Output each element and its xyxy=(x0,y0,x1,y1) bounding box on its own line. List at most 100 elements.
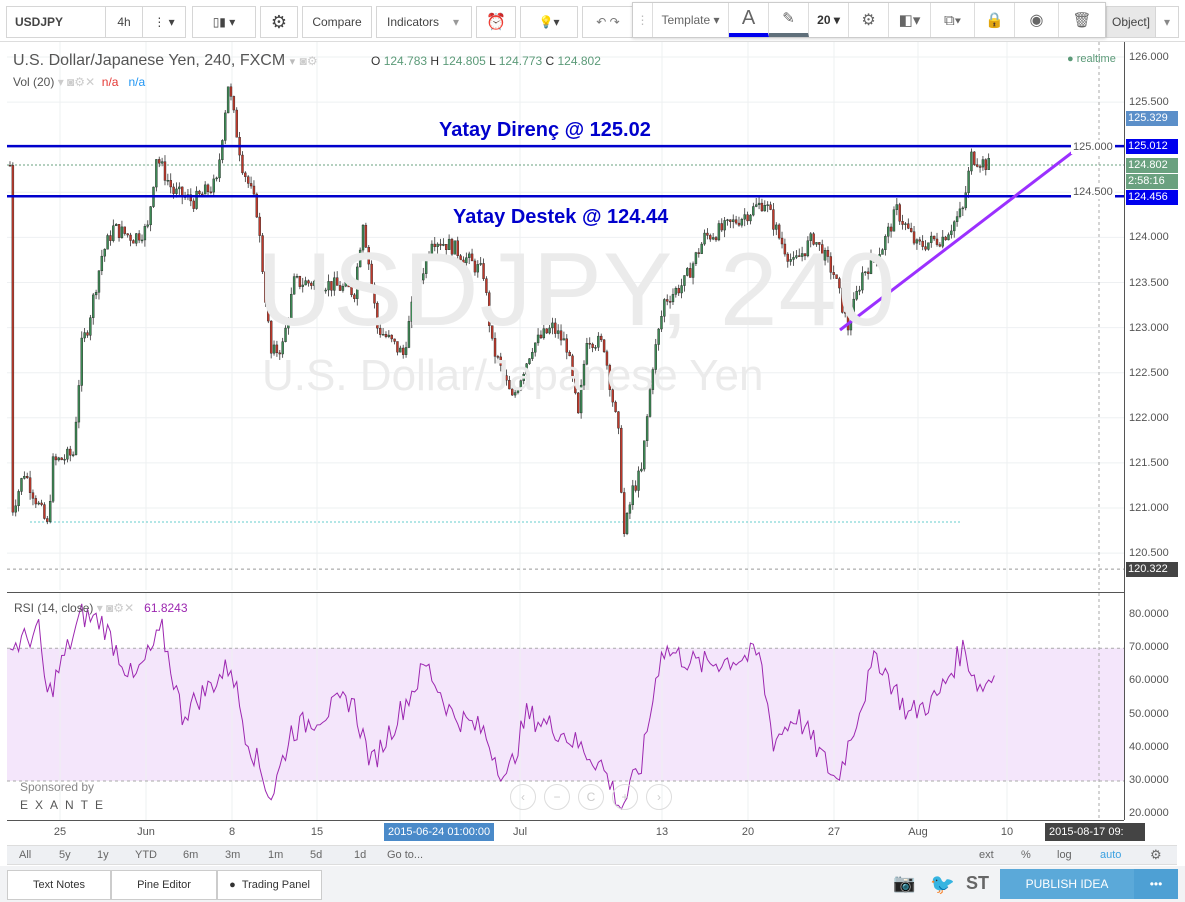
scale-percent[interactable]: % xyxy=(1021,849,1031,861)
range-goto[interactable]: Go to... xyxy=(387,849,424,861)
publish-idea-button[interactable]: PUBLISH IDEA xyxy=(1000,869,1134,899)
candle-body xyxy=(930,235,933,243)
border-button[interactable]: ⧉▾ xyxy=(931,3,975,37)
trading-panel-tab[interactable]: ● Trading Panel xyxy=(217,870,322,900)
candle-body xyxy=(516,389,520,393)
template-button[interactable]: Template ▾ xyxy=(653,3,729,37)
candle-body xyxy=(379,327,382,335)
background-button[interactable]: ◧▾ xyxy=(889,3,931,37)
candle-body xyxy=(442,244,445,246)
candle-body xyxy=(17,491,20,507)
interval-button[interactable]: 4h xyxy=(105,6,143,38)
candle-body xyxy=(548,327,551,334)
alert-button[interactable]: ⏰ xyxy=(476,6,516,38)
candle-body xyxy=(645,416,649,441)
scale-ext[interactable]: ext xyxy=(979,849,994,861)
range-1y[interactable]: 1y xyxy=(97,849,109,861)
candle-body xyxy=(525,363,528,375)
lock-button[interactable]: 🔒 xyxy=(975,3,1015,37)
range-5d[interactable]: 5d xyxy=(310,849,323,861)
range-6m[interactable]: 6m xyxy=(183,849,199,861)
chevron-down-icon[interactable]: ▾ xyxy=(289,56,296,68)
candle-body xyxy=(769,204,772,210)
rsi-tick-label: 60.0000 xyxy=(1129,674,1169,687)
interval-dropdown[interactable]: ⋮ ▾ xyxy=(142,6,186,38)
object-tree-dropdown[interactable]: ▾ xyxy=(1155,6,1179,38)
text-notes-tab[interactable]: Text Notes xyxy=(7,870,111,900)
range-all[interactable]: All xyxy=(19,849,32,861)
price-pane[interactable]: USDJPY, 240 U.S. Dollar/Japanese Yen U.S… xyxy=(7,42,1124,590)
line-color-button[interactable]: ✎ xyxy=(769,3,809,37)
candle-body xyxy=(777,224,781,239)
rsi-pane[interactable]: RSI (14, close) ▾ ◙⚙✕ 61.8243 Sponsored … xyxy=(7,592,1124,820)
text-color-button[interactable]: A xyxy=(729,3,769,37)
scroll-left-icon[interactable]: ‹ xyxy=(510,784,536,810)
gear-icon[interactable]: ⚙ xyxy=(1150,847,1162,862)
candle-body xyxy=(594,347,597,349)
range-1m[interactable]: 1m xyxy=(268,849,284,861)
drawing-settings-button[interactable]: ⚙ xyxy=(849,3,889,37)
time-axis[interactable]: 25 Jun 8 15 Jul 13 20 27 Aug 10 2015-06-24 01:00:0… xyxy=(7,820,1145,845)
candle-body xyxy=(344,281,347,287)
rsi-tick-label: 70.0000 xyxy=(1129,641,1169,654)
undo-icon[interactable]: ↶ xyxy=(596,15,607,29)
support-label[interactable]: Yatay Destek @ 124.44 xyxy=(453,206,669,228)
price-axis[interactable]: 125.329 125.012 124.802 2:58:16 124.456 120.3… xyxy=(1071,42,1185,820)
zoom-in-icon[interactable]: + xyxy=(612,784,638,810)
candle-body xyxy=(40,502,43,505)
candle-body xyxy=(166,180,170,182)
candle-body xyxy=(551,322,554,329)
candle-body xyxy=(694,252,698,264)
rsi-chart[interactable] xyxy=(7,593,1124,820)
undo-redo[interactable]: ↶ ↷ xyxy=(582,6,634,38)
candle-body xyxy=(602,339,606,352)
legend-settings-icons[interactable]: ◙⚙ xyxy=(299,54,318,68)
candle-body xyxy=(941,236,944,247)
symbol-input[interactable]: USDJPY xyxy=(6,6,106,38)
candle-body xyxy=(20,478,23,492)
range-3m[interactable]: 3m xyxy=(225,849,241,861)
settings-button[interactable]: ⚙ xyxy=(260,6,298,38)
reset-icon[interactable]: C xyxy=(578,784,604,810)
delete-button[interactable]: 🗑 xyxy=(1059,3,1105,37)
camera-icon[interactable]: 📷 xyxy=(893,873,916,893)
time-label: 15 xyxy=(310,826,324,838)
candle-body xyxy=(944,236,947,241)
more-options-button[interactable]: ••• xyxy=(1134,869,1178,899)
scale-log[interactable]: log xyxy=(1057,849,1072,861)
candle-body xyxy=(559,330,563,341)
candle-body xyxy=(838,278,841,289)
candle-body xyxy=(462,259,465,264)
candle-body xyxy=(370,263,373,286)
ideas-button[interactable]: 💡▾ xyxy=(520,6,578,38)
redo-icon[interactable]: ↷ xyxy=(609,15,620,29)
price-chart[interactable] xyxy=(7,42,1124,590)
exante-logo[interactable]: EXANTE xyxy=(20,798,111,812)
scroll-right-icon[interactable]: › xyxy=(646,784,672,810)
chart-style-button[interactable]: ▯▮ ▾ xyxy=(192,6,256,38)
candle-body xyxy=(858,289,861,292)
object-tree-button[interactable]: Object] xyxy=(1106,6,1156,38)
scale-auto[interactable]: auto xyxy=(1100,849,1122,861)
pine-editor-tab[interactable]: Pine Editor xyxy=(111,870,217,900)
candle-body xyxy=(244,172,247,177)
zoom-out-icon[interactable]: − xyxy=(544,784,570,810)
candle-body xyxy=(967,170,970,194)
font-size-select[interactable]: 20 ▾ xyxy=(809,3,849,37)
range-1d[interactable]: 1d xyxy=(354,849,367,861)
stocktwits-button[interactable]: ST xyxy=(966,873,990,893)
drag-handle[interactable]: ⋮ xyxy=(633,3,653,37)
candle-body xyxy=(556,330,560,334)
range-ytd[interactable]: YTD xyxy=(135,849,157,861)
candle-body xyxy=(536,334,540,344)
candle-body xyxy=(958,208,962,217)
visibility-button[interactable]: ◉ xyxy=(1015,3,1059,37)
candle-body xyxy=(290,293,293,321)
twitter-icon[interactable]: 🐦 xyxy=(930,874,955,896)
time-label: 25 xyxy=(53,826,67,838)
candle-body xyxy=(195,190,198,209)
range-5y[interactable]: 5y xyxy=(59,849,71,861)
compare-button[interactable]: Compare xyxy=(302,6,372,38)
resistance-label[interactable]: Yatay Direnç @ 125.02 xyxy=(439,119,651,141)
indicators-button[interactable]: Indicators ▾ xyxy=(376,6,472,38)
